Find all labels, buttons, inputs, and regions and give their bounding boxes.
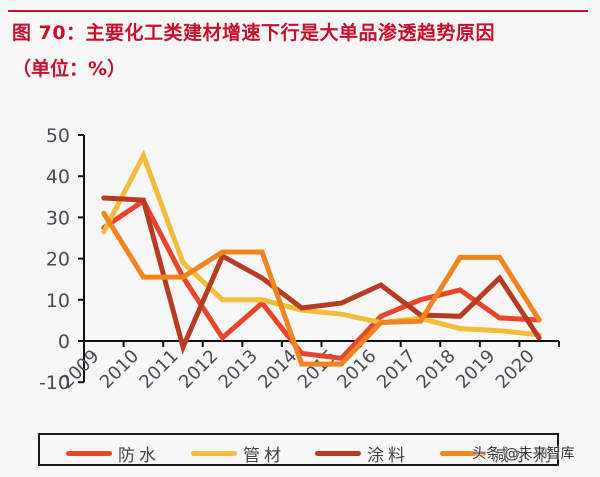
legend-item-guancai: 管材 (191, 441, 285, 466)
x-axis: 2009201020112012201320142015201620172018… (56, 340, 560, 393)
legend-label: 减水剂 (492, 446, 555, 466)
y-tick-label: 40 (46, 166, 70, 188)
x-tick-label: 2014 (254, 346, 301, 393)
series-line-涂料 (101, 195, 542, 355)
plot-area (101, 149, 542, 367)
series-line-管材 (101, 149, 542, 338)
x-tick-label: 2018 (413, 346, 460, 393)
x-tick-label: 2010 (96, 346, 143, 393)
y-tick-label: 0 (58, 331, 70, 353)
legend-item-fangshui: 防水 (66, 441, 160, 466)
y-tick-label: 10 (46, 290, 70, 312)
y-tick-label: 30 (46, 207, 70, 229)
legend-swatch-fangshui (66, 451, 112, 456)
legend-label: 管材 (243, 446, 285, 466)
legend-swatch-tuliao (315, 451, 361, 456)
watermark: 头条 @未来智库 (472, 446, 575, 462)
y-tick-label: 50 (46, 125, 70, 147)
legend-label: 防水 (118, 446, 160, 466)
chart-unit: （单位：%） (12, 58, 127, 80)
legend-item-jianshuiji: 减水剂 (440, 441, 555, 466)
line-chart: -10 0 10 20 30 40 50 2009201020112012201320142… (39, 125, 560, 394)
x-tick-label: 2016 (333, 346, 380, 393)
x-tick-label: 2011 (135, 346, 182, 393)
legend-swatch-guancai (191, 451, 237, 456)
legend-label: 涂料 (367, 446, 409, 466)
legend: 防水 管材 涂料 减水剂 (38, 433, 559, 466)
legend-swatch-jianshuiji (440, 451, 486, 456)
chart-title: 图 70：主要化工类建材增速下行是大单品渗透趋势原因 (12, 22, 496, 44)
y-axis: -10 0 10 20 30 40 50 (39, 125, 85, 394)
legend-item-tuliao: 涂料 (315, 441, 409, 466)
x-tick-label: 2017 (373, 346, 420, 393)
series-line-防水 (101, 197, 542, 361)
title-rule (8, 10, 588, 12)
y-tick-label: 20 (46, 249, 70, 271)
x-tick-label: 2019 (452, 346, 499, 393)
x-tick-label: 2020 (492, 346, 539, 393)
series-line-减水剂 (101, 210, 542, 367)
y-tick-label: -10 (39, 372, 70, 394)
x-tick-label: 2013 (215, 346, 262, 393)
